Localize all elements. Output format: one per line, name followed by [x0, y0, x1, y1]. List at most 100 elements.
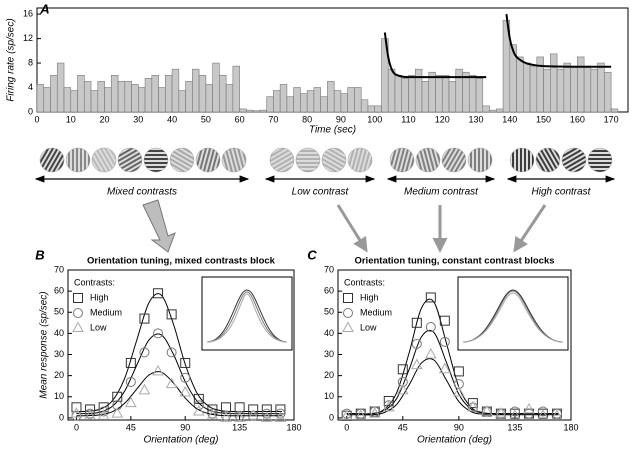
- stripe: [102, 148, 116, 170]
- stripe: [296, 154, 320, 156]
- marker-triangle: [340, 409, 353, 420]
- bar: [273, 90, 281, 113]
- bar: [563, 62, 571, 113]
- y-tick-label: 30: [54, 349, 64, 359]
- bar: [239, 108, 247, 113]
- stripe: [76, 148, 78, 172]
- marker-circle: [261, 408, 272, 419]
- bar: [448, 81, 457, 113]
- grating-edge: [561, 147, 587, 173]
- bar: [610, 108, 619, 113]
- bar: [293, 87, 301, 113]
- stripe: [354, 148, 364, 172]
- marker-circle: [73, 308, 83, 318]
- stripe: [144, 158, 168, 160]
- legend-label: Low: [360, 322, 377, 332]
- marker-triangle: [220, 411, 232, 422]
- marker-square: [383, 395, 394, 406]
- marker-triangle: [84, 409, 96, 420]
- marker-triangle: [342, 321, 354, 332]
- fit-curve: [505, 13, 612, 68]
- marker-circle: [180, 372, 191, 383]
- x-tick-label: 70: [268, 114, 278, 124]
- bar: [246, 109, 254, 113]
- x-tick-label: 50: [201, 114, 211, 124]
- bar: [523, 62, 531, 113]
- marker-triangle: [233, 411, 246, 422]
- stripe: [516, 148, 518, 172]
- grating-bg: [270, 148, 294, 172]
- stripe: [296, 150, 320, 152]
- bar: [165, 74, 173, 113]
- grating-edge: [195, 147, 221, 173]
- stripe: [296, 162, 320, 164]
- y-tick-label: 0: [59, 412, 64, 422]
- marker-circle: [509, 406, 520, 417]
- stripe: [84, 148, 86, 172]
- marker-triangle: [410, 358, 423, 370]
- marker-circle: [411, 338, 422, 349]
- y-tick-label: 20: [324, 370, 334, 380]
- marker-circle: [166, 347, 177, 358]
- stripe: [448, 148, 465, 172]
- grating-bg: [322, 148, 346, 172]
- stripe: [232, 148, 242, 172]
- y-tick-label: 70: [324, 264, 334, 274]
- marker-triangle: [495, 407, 507, 418]
- bar: [583, 65, 592, 113]
- stripe: [68, 148, 70, 172]
- x-tick-label: 100: [367, 114, 382, 124]
- marker-circle: [369, 406, 380, 417]
- stripe: [442, 148, 458, 171]
- stripe: [50, 150, 64, 172]
- stripe: [144, 154, 168, 156]
- stripe: [586, 146, 614, 148]
- block-label: Medium contrast: [404, 187, 479, 198]
- fit-curve: [76, 333, 282, 415]
- grating-edge: [509, 147, 535, 173]
- marker-square: [98, 402, 109, 413]
- grating-edge: [269, 147, 295, 173]
- bar: [70, 90, 78, 113]
- y-axis-label: Mean response (sp/sec): [39, 291, 50, 398]
- stripe: [588, 154, 612, 156]
- stripe: [546, 148, 560, 170]
- bar: [489, 109, 497, 113]
- stripes: [512, 148, 534, 172]
- stripe: [430, 148, 440, 172]
- x-tick-label: 0: [344, 422, 349, 432]
- marker-square: [139, 313, 150, 324]
- bar: [252, 110, 261, 113]
- grating-bg: [222, 148, 246, 172]
- bar: [604, 71, 612, 113]
- stripe: [272, 158, 294, 172]
- grating-bg: [348, 148, 372, 172]
- marker-circle: [343, 308, 353, 318]
- bar: [333, 90, 342, 113]
- marker-circle: [523, 408, 534, 419]
- marker-square: [85, 404, 96, 415]
- marker-circle: [397, 376, 408, 387]
- y-tick-label: 0: [329, 412, 334, 422]
- bar: [394, 74, 403, 113]
- stripe: [452, 150, 466, 172]
- marker-circle: [153, 328, 164, 339]
- chart-title: Orientation tuning, constant contrast bl…: [354, 256, 554, 267]
- grating-bg: [92, 148, 116, 172]
- grating-edge: [295, 147, 321, 173]
- stripe: [40, 148, 56, 171]
- bar: [529, 65, 538, 113]
- bar: [124, 81, 132, 113]
- bar: [56, 62, 65, 113]
- marker-triangle: [192, 405, 205, 416]
- marker-circle: [383, 400, 394, 411]
- bar: [516, 56, 524, 113]
- y-tick-label: 50: [54, 307, 64, 317]
- stripe: [562, 151, 586, 167]
- fit-curve: [383, 32, 487, 79]
- legend-title: Contrasts:: [74, 277, 115, 287]
- bar: [550, 53, 558, 113]
- stripe: [322, 149, 346, 166]
- bar: [185, 81, 193, 113]
- grating: [468, 148, 492, 172]
